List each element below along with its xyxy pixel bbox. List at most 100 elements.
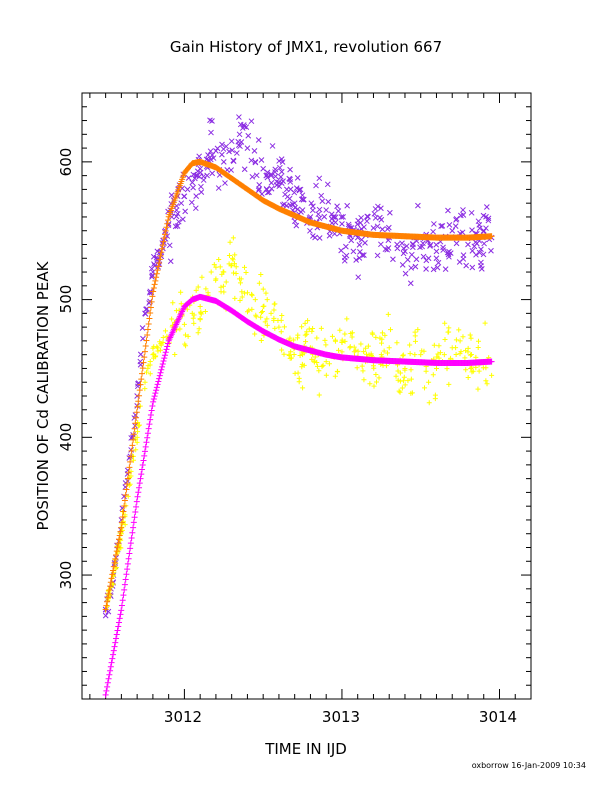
fit-point: [161, 235, 168, 242]
data-point: [312, 354, 318, 360]
data-point: [197, 317, 203, 323]
data-point: [130, 432, 136, 438]
data-point: [445, 329, 451, 335]
fit-point: [121, 581, 128, 588]
data-point: [408, 251, 415, 258]
data-point: [453, 345, 459, 351]
data-point: [418, 352, 424, 358]
fit-point: [159, 363, 166, 370]
data-point: [184, 306, 190, 312]
fit-point: [102, 606, 109, 613]
data-point: [204, 172, 210, 179]
data-point: [328, 211, 335, 218]
fit-point: [162, 349, 169, 356]
fit-point: [159, 360, 166, 367]
data-point: [476, 338, 482, 344]
data-point: [334, 203, 340, 210]
data-point: [299, 364, 305, 370]
data-point: [258, 314, 264, 320]
fit-point: [115, 623, 122, 630]
data-point: [436, 355, 442, 361]
data-point: [345, 221, 352, 228]
fit-point: [121, 497, 128, 504]
fit-point: [116, 615, 123, 622]
data-point: [332, 337, 338, 343]
data-point: [180, 216, 186, 223]
data-point: [299, 361, 305, 367]
data-point: [480, 251, 487, 258]
data-point: [385, 350, 391, 356]
data-point: [167, 258, 174, 265]
data-point: [430, 228, 436, 235]
data-point: [291, 337, 297, 343]
fit-point: [113, 631, 120, 638]
chart-title: Gain History of JMX1, revolution 667: [170, 38, 442, 56]
fit-point: [121, 586, 128, 593]
data-point: [151, 355, 157, 361]
data-point: [264, 316, 270, 322]
fit-point: [162, 231, 169, 238]
data-point: [374, 379, 380, 385]
fit-point: [124, 475, 131, 482]
data-point: [300, 196, 307, 203]
data-point: [400, 250, 407, 257]
data-point: [384, 226, 391, 232]
data-point: [328, 216, 335, 222]
data-point: [238, 276, 244, 282]
data-point: [310, 325, 316, 331]
fit-point: [488, 358, 495, 365]
data-point: [252, 159, 259, 166]
fit-point: [164, 340, 171, 347]
fit-point: [161, 355, 168, 362]
data-point: [484, 381, 490, 387]
data-point: [346, 223, 352, 230]
data-point: [371, 383, 377, 389]
data-point: [226, 253, 232, 259]
data-point: [378, 241, 384, 248]
data-point: [338, 214, 345, 220]
data-point: [195, 284, 201, 290]
data-point: [482, 320, 488, 326]
data-point: [280, 178, 286, 185]
data-point: [230, 235, 236, 241]
data-point: [399, 240, 405, 247]
data-point: [268, 310, 274, 316]
fit-point: [132, 509, 139, 516]
data-point: [483, 213, 489, 220]
fit-point: [105, 675, 112, 682]
fit-point: [156, 259, 163, 266]
data-point: [172, 223, 179, 230]
data-point: [185, 175, 192, 181]
fit-point: [116, 532, 123, 539]
data-point: [469, 247, 476, 254]
data-point: [483, 378, 489, 384]
data-point: [190, 184, 196, 191]
data-point: [178, 289, 184, 295]
data-point: [449, 227, 456, 234]
y-axis-label: POSITION OF Cd CALIBRATION PEAK: [34, 260, 52, 530]
data-point: [480, 228, 487, 235]
data-point: [402, 367, 408, 373]
data-point: [431, 221, 437, 227]
data-point: [446, 253, 452, 260]
data-point: [385, 237, 392, 244]
data-point: [248, 157, 255, 164]
data-point: [370, 225, 377, 231]
fit-point: [143, 337, 150, 344]
data-point: [354, 365, 360, 371]
data-point: [371, 365, 377, 371]
fit-point: [139, 466, 146, 473]
data-point: [219, 141, 225, 148]
data-point: [312, 234, 318, 241]
fit-point: [125, 469, 132, 476]
data-point: [442, 266, 449, 272]
data-point: [298, 196, 305, 203]
fit-point: [105, 590, 112, 597]
data-point: [203, 286, 209, 292]
fit-point: [160, 238, 167, 245]
data-point: [324, 181, 331, 188]
data-point: [215, 185, 222, 191]
data-point: [378, 352, 384, 358]
data-point: [292, 204, 298, 211]
fit-point: [130, 519, 137, 526]
